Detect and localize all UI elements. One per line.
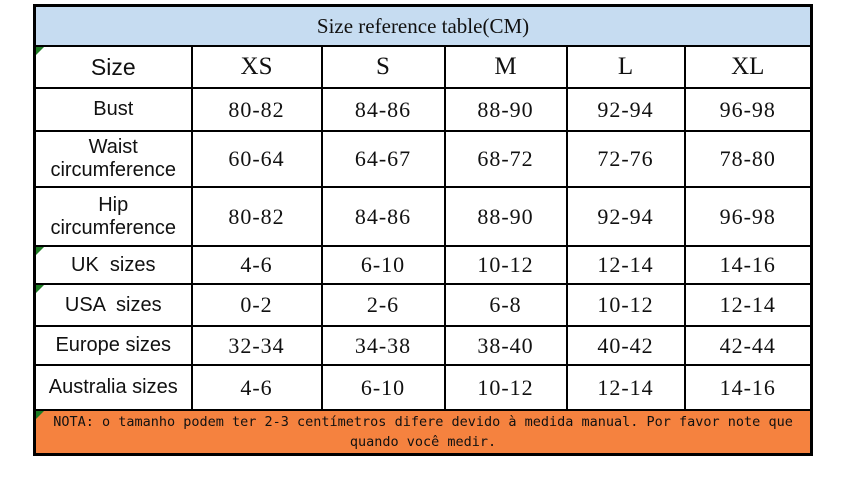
comment-marker-icon	[36, 248, 44, 255]
cell-bust-xl: 96-98	[683, 87, 813, 132]
header-col-l: L	[565, 45, 686, 89]
cell-uk-l: 12-14	[565, 245, 686, 285]
cell-europe-xl: 42-44	[683, 325, 813, 366]
cell-waist-m: 68-72	[443, 130, 568, 188]
cell-europe-m: 38-40	[443, 325, 568, 366]
table-row-usa-sizes: USA sizes 0-2 2-6 6-8 10-12 12-14	[33, 283, 813, 327]
cell-australia-m: 10-12	[443, 364, 568, 411]
cell-australia-xl: 14-16	[683, 364, 813, 411]
cell-australia-s: 6-10	[320, 364, 446, 411]
cell-europe-xs: 32-34	[190, 325, 323, 366]
note-row: NOTA: o tamanho podem ter 2-3 centímetro…	[33, 409, 813, 456]
cell-hip-xs: 80-82	[190, 186, 323, 247]
cell-waist-xs: 60-64	[190, 130, 323, 188]
header-col-m: M	[443, 45, 568, 89]
row-bust-label: Bust	[33, 87, 193, 132]
title-row: Size reference table(CM)	[33, 4, 813, 47]
cell-australia-l: 12-14	[565, 364, 686, 411]
cell-uk-s: 6-10	[320, 245, 446, 285]
header-row: Size XS S M L XL	[33, 45, 813, 89]
table-row-australia-sizes: Australia sizes 4-6 6-10 10-12 12-14 14-…	[33, 364, 813, 411]
table-row-hip: Hip circumference 80-82 84-86 88-90 92-9…	[33, 186, 813, 247]
table-row-europe-sizes: Europe sizes 32-34 34-38 38-40 40-42 42-…	[33, 325, 813, 366]
comment-marker-icon	[36, 48, 44, 55]
row-australia-label: Australia sizes	[33, 364, 193, 411]
header-col-xs: XS	[190, 45, 323, 89]
row-hip-label: Hip circumference	[33, 186, 193, 247]
note-text: NOTA: o tamanho podem ter 2-3 centímetro…	[53, 413, 793, 450]
cell-uk-xl: 14-16	[683, 245, 813, 285]
cell-europe-l: 40-42	[565, 325, 686, 366]
cell-europe-s: 34-38	[320, 325, 446, 366]
row-usa-label: USA sizes	[33, 283, 193, 327]
note-cell: NOTA: o tamanho podem ter 2-3 centímetro…	[33, 409, 813, 456]
cell-uk-m: 10-12	[443, 245, 568, 285]
cell-usa-xl: 12-14	[683, 283, 813, 327]
cell-hip-m: 88-90	[443, 186, 568, 247]
table-row-uk-sizes: UK sizes 4-6 6-10 10-12 12-14 14-16	[33, 245, 813, 285]
row-europe-label: Europe sizes	[33, 325, 193, 366]
row-uk-label: UK sizes	[33, 245, 193, 285]
cell-uk-xs: 4-6	[190, 245, 323, 285]
table-row-waist: Waist circumference 60-64 64-67 68-72 72…	[33, 130, 813, 188]
cell-hip-xl: 96-98	[683, 186, 813, 247]
cell-hip-s: 84-86	[320, 186, 446, 247]
cell-waist-l: 72-76	[565, 130, 686, 188]
header-size-label: Size	[90, 53, 136, 80]
row-uk-label-text: UK sizes	[71, 253, 156, 276]
cell-waist-xl: 78-80	[683, 130, 813, 188]
cell-waist-s: 64-67	[320, 130, 446, 188]
row-waist-label: Waist circumference	[33, 130, 193, 188]
cell-australia-xs: 4-6	[190, 364, 323, 411]
cell-bust-s: 84-86	[320, 87, 446, 132]
comment-marker-icon	[36, 286, 44, 293]
cell-bust-xs: 80-82	[190, 87, 323, 132]
header-size-cell: Size	[33, 45, 193, 89]
header-col-s: S	[320, 45, 446, 89]
cell-hip-l: 92-94	[565, 186, 686, 247]
cell-bust-l: 92-94	[565, 87, 686, 132]
cell-usa-xs: 0-2	[190, 283, 323, 327]
header-col-xl: XL	[683, 45, 813, 89]
row-usa-label-text: USA sizes	[64, 293, 162, 316]
comment-marker-icon	[36, 411, 44, 419]
cell-bust-m: 88-90	[443, 87, 568, 132]
size-reference-table: Size reference table(CM) Size XS S M L X…	[33, 4, 814, 456]
cell-usa-l: 10-12	[565, 283, 686, 327]
table-row-bust: Bust 80-82 84-86 88-90 92-94 96-98	[33, 87, 813, 132]
cell-usa-m: 6-8	[443, 283, 568, 327]
cell-usa-s: 2-6	[320, 283, 446, 327]
table-title: Size reference table(CM)	[33, 4, 813, 47]
